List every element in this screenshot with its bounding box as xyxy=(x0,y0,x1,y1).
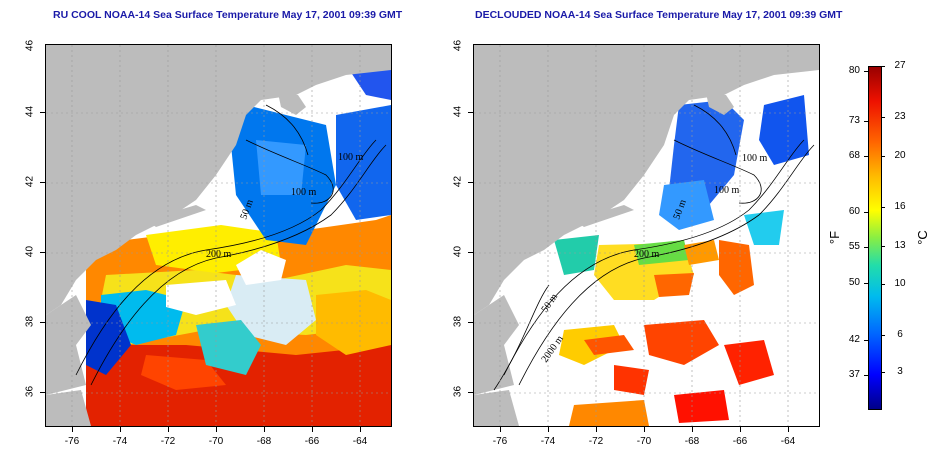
isobath-label: 100 m xyxy=(338,152,364,163)
lon-tick: -64 xyxy=(780,436,796,447)
left-map-title: RU COOL NOAA-14 Sea Surface Temperature … xyxy=(53,9,403,21)
lat-tick: 40 xyxy=(452,245,464,258)
fahrenheit-tick: 55 xyxy=(848,241,860,252)
lat-tick: 38 xyxy=(24,315,36,328)
delmarva xyxy=(46,295,91,395)
fahrenheit-tick: 80 xyxy=(848,65,860,76)
fahrenheit-tick: 73 xyxy=(848,115,860,126)
right-map-title: DECLOUDED NOAA-14 Sea Surface Temperatur… xyxy=(475,9,843,21)
lon-tick: -66 xyxy=(732,436,748,447)
fahrenheit-tick: 60 xyxy=(848,206,860,217)
isobath-label: 200 m xyxy=(206,249,232,260)
lon-tick: -74 xyxy=(540,436,556,447)
lat-tick: 46 xyxy=(452,39,464,52)
lat-tick: 44 xyxy=(452,105,464,118)
long-island xyxy=(574,205,634,227)
lat-tick: 36 xyxy=(452,385,464,398)
land-mass xyxy=(46,45,391,315)
raw-sst-map-canvas: 200 m 100 m 50 m 100 m xyxy=(46,45,391,426)
raw-sst-map: 200 m 100 m 50 m 100 m xyxy=(45,44,392,427)
lon-tick: -72 xyxy=(160,436,176,447)
fahrenheit-tick: 37 xyxy=(848,369,860,380)
delmarva xyxy=(474,295,519,395)
celsius-tick: 3 xyxy=(897,366,903,377)
land-mass xyxy=(474,45,819,315)
southern-coast xyxy=(474,390,519,426)
lat-tick: 42 xyxy=(24,175,36,188)
declouded-sst-map-canvas: 200 m 50 m 2000 m 100 m 50 m 100 m xyxy=(474,45,819,426)
lon-tick: -68 xyxy=(256,436,272,447)
isobath-label: 200 m xyxy=(634,249,660,260)
celsius-tick: 16 xyxy=(894,201,906,212)
lat-tick: 38 xyxy=(452,315,464,328)
isobath-label: 100 m xyxy=(291,187,317,198)
isobath-label: 100 m xyxy=(714,185,740,196)
declouded-sst-map: 200 m 50 m 2000 m 100 m 50 m 100 m xyxy=(473,44,820,427)
celsius-unit-label: °C xyxy=(914,230,930,245)
fahrenheit-tick: 50 xyxy=(848,277,860,288)
fahrenheit-tick: 42 xyxy=(848,334,860,345)
celsius-tick: 10 xyxy=(894,278,906,289)
lon-tick: -74 xyxy=(112,436,128,447)
lat-tick: 40 xyxy=(24,245,36,258)
lon-tick: -64 xyxy=(352,436,368,447)
isobath-contours xyxy=(75,104,387,386)
fahrenheit-tick: 68 xyxy=(848,150,860,161)
celsius-tick: 13 xyxy=(894,240,906,251)
fahrenheit-unit-label: °F xyxy=(827,230,843,245)
celsius-tick: 20 xyxy=(894,150,906,161)
celsius-tick: 23 xyxy=(894,111,906,122)
lon-tick: -70 xyxy=(208,436,224,447)
lon-tick: -76 xyxy=(492,436,508,447)
lon-tick: -72 xyxy=(588,436,604,447)
cape-cod xyxy=(706,93,734,115)
isobath-label: 100 m xyxy=(742,153,768,164)
lon-tick: -66 xyxy=(304,436,320,447)
celsius-tick: 27 xyxy=(894,60,906,71)
cape-cod xyxy=(278,93,306,115)
lat-tick: 46 xyxy=(24,39,36,52)
celsius-tick: 6 xyxy=(897,329,903,340)
southern-coast xyxy=(46,390,91,426)
lat-tick: 42 xyxy=(452,175,464,188)
lon-tick: -76 xyxy=(64,436,80,447)
isobath-contours xyxy=(493,104,815,391)
temperature-colorbar xyxy=(868,66,882,410)
sst-field xyxy=(549,65,809,426)
lat-tick: 44 xyxy=(24,105,36,118)
lon-tick: -70 xyxy=(636,436,652,447)
lat-tick: 36 xyxy=(24,385,36,398)
graticule xyxy=(474,45,819,426)
long-island xyxy=(146,205,206,227)
lon-tick: -68 xyxy=(684,436,700,447)
graticule xyxy=(46,45,391,426)
